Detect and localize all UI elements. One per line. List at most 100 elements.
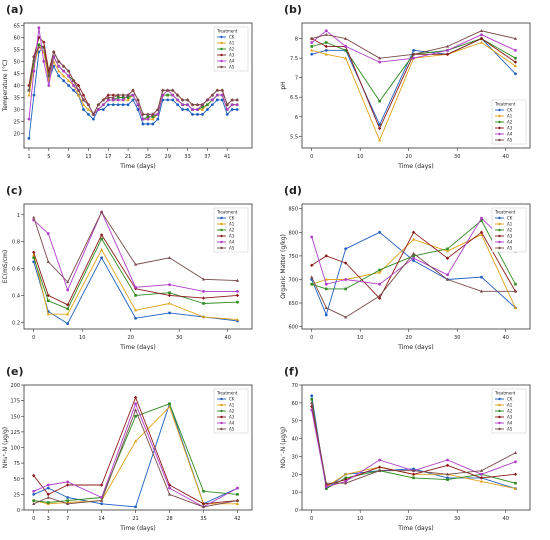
data-point-A5	[136, 98, 140, 102]
x-tick-label: 20	[406, 154, 412, 160]
legend-label-A4: A4	[229, 59, 235, 64]
data-point-CK	[67, 84, 71, 87]
data-point-A5	[190, 103, 195, 106]
data-point-A5	[411, 251, 416, 255]
data-point-A5	[195, 103, 200, 106]
data-point-A3	[343, 261, 348, 265]
data-point-A2	[446, 247, 449, 251]
data-point-A3	[167, 293, 172, 298]
data-point-A4	[230, 103, 234, 107]
legend-label-A5: A5	[507, 246, 513, 251]
x-tick-label: 0	[310, 335, 313, 341]
data-point-A1	[126, 98, 130, 102]
data-point-A4	[136, 103, 140, 107]
data-point-A5	[310, 401, 314, 405]
x-tick-label: 42	[234, 516, 240, 522]
x-tick-label: 0	[310, 154, 313, 160]
y-tick-label: 20	[292, 472, 298, 478]
data-point-A1	[76, 93, 81, 97]
y-tick-label: 175	[10, 399, 20, 405]
data-point-A5	[225, 103, 229, 106]
data-point-A2	[134, 414, 137, 418]
data-point-A5	[126, 93, 130, 97]
data-point-A5	[156, 107, 160, 111]
data-point-CK	[27, 136, 31, 140]
data-point-A2	[236, 493, 239, 496]
y-tick-label: 5.5	[290, 134, 298, 140]
data-point-A1	[167, 405, 172, 409]
data-point-A3	[106, 93, 110, 97]
x-tick-label: 13	[85, 154, 91, 160]
data-point-A4	[446, 48, 449, 52]
data-point-A3	[201, 502, 206, 506]
data-point-A2	[446, 478, 449, 481]
data-point-A5	[133, 408, 138, 412]
data-point-CK	[514, 72, 517, 76]
data-point-A5	[27, 88, 31, 92]
legend-marker-CK	[220, 216, 223, 220]
data-point-CK	[166, 98, 170, 102]
data-point-A4	[67, 74, 71, 78]
series-line-A2	[311, 220, 516, 290]
legend-marker-CK	[498, 216, 501, 220]
series-line-A2	[33, 238, 238, 310]
data-point-A3	[310, 263, 314, 268]
legend-marker-CK	[498, 108, 501, 112]
x-tick-label: 5	[47, 154, 50, 160]
data-point-A2	[344, 287, 347, 291]
y-tick-label: 50	[14, 477, 20, 483]
y-tick-label: 600	[288, 325, 298, 331]
legend-label-A3: A3	[507, 415, 513, 420]
legend-marker-A1	[498, 114, 501, 118]
legend-label-A4: A4	[507, 132, 513, 137]
data-point-A5	[32, 502, 36, 505]
series-line-A3	[33, 234, 238, 306]
data-point-A3	[377, 465, 382, 469]
series-line-A4	[33, 211, 238, 292]
legend-marker-A1	[220, 41, 223, 45]
x-tick-label: 10	[79, 335, 85, 341]
data-point-CK	[181, 108, 185, 111]
data-point-A5	[166, 88, 170, 92]
panel-f: (f) 0 10 20 30 40 0 10 20 30 40 50 60 70 Time (days) NO…	[280, 365, 531, 532]
legend-title: Treatment	[216, 391, 238, 396]
y-tick-label: 0.6	[12, 267, 20, 273]
panel-a: (a) 1 5 9 13 17 21 25 29 33 37 41 20 25 30 35 40 45 50 55 60…	[2, 3, 253, 170]
data-point-A4	[37, 26, 41, 30]
legend-marker-A1	[220, 403, 223, 407]
series-line-A3	[311, 231, 516, 299]
data-point-A3	[81, 93, 86, 97]
data-point-A3	[32, 473, 36, 478]
data-point-A5	[71, 78, 76, 82]
data-point-A2	[32, 60, 36, 63]
data-point-A4	[480, 472, 483, 476]
x-axis-label: Time (days)	[397, 163, 433, 170]
data-point-CK	[196, 112, 199, 116]
x-tick-label: 40	[503, 335, 509, 341]
data-point-A4	[225, 108, 229, 111]
data-point-CK	[32, 93, 36, 97]
y-tick-label: 100	[10, 446, 20, 452]
data-point-A4	[32, 69, 36, 73]
x-tick-label: 7	[66, 516, 69, 522]
x-tick-label: 0	[32, 335, 35, 341]
data-point-A2	[168, 291, 171, 295]
data-point-A4	[66, 480, 70, 484]
series-line-A1	[311, 234, 516, 308]
data-point-A1	[133, 308, 138, 312]
data-point-A4	[101, 103, 105, 107]
data-point-A5	[235, 278, 240, 282]
data-point-A5	[131, 88, 135, 92]
data-point-A5	[141, 112, 145, 116]
data-point-A3	[32, 250, 36, 255]
x-tick-label: 3	[47, 516, 50, 522]
x-axis-label: Time (days)	[397, 525, 433, 532]
data-point-A5	[161, 88, 165, 92]
y-tick-label: 1	[17, 213, 20, 219]
data-point-A5	[96, 103, 100, 106]
data-point-A5	[513, 36, 518, 40]
series-line-A1	[33, 406, 238, 505]
legend-label-A3: A3	[507, 126, 513, 131]
x-tick-label: 30	[454, 154, 460, 160]
data-point-A5	[101, 98, 105, 102]
